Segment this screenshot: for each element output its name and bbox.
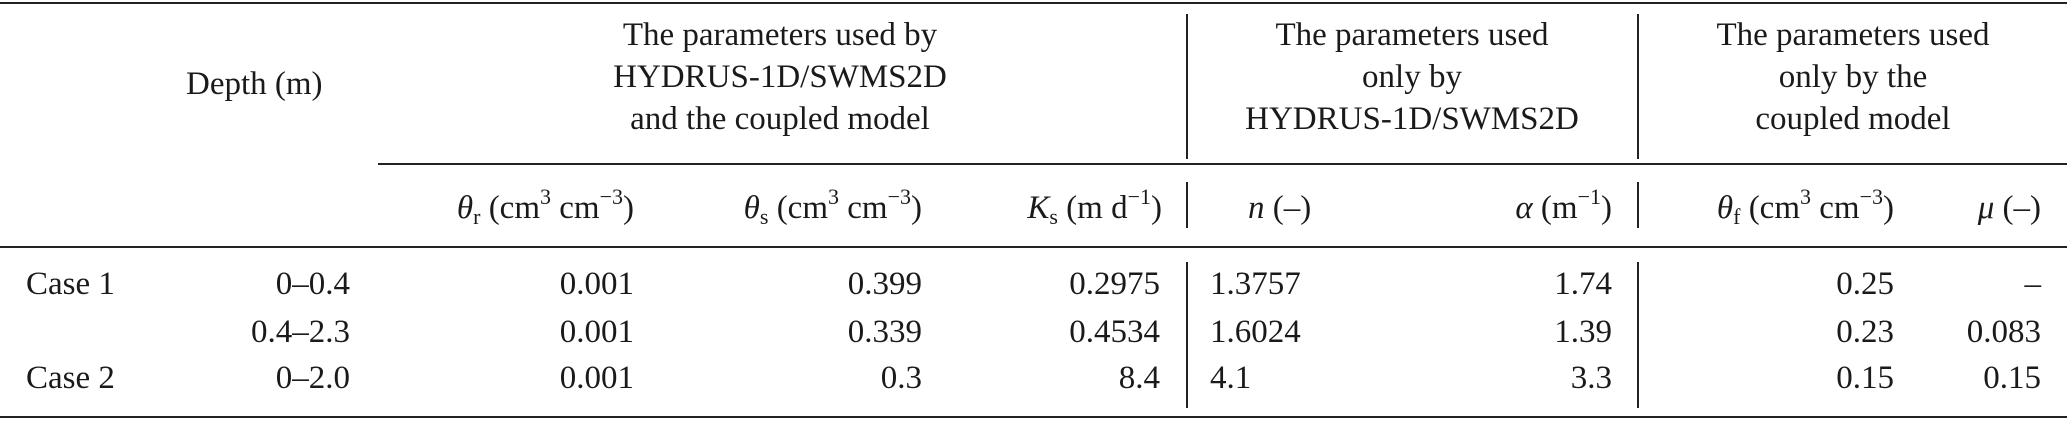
ks-cell: 0.4534 [1069, 314, 1160, 350]
group-header-line: The parameters used [1716, 17, 1990, 53]
bottom-rule [0, 416, 2067, 418]
mu-cell: 0.083 [1966, 314, 2041, 350]
alpha-cell: 1.74 [1554, 266, 1612, 302]
column-separator [1637, 182, 1639, 228]
group-header-line: and the coupled model [630, 101, 930, 137]
theta-r-cell: 0.001 [559, 360, 634, 396]
theta-s-cell: 0.399 [847, 266, 922, 302]
group-separator [1186, 14, 1188, 159]
depth-cell: 0–0.4 [275, 266, 350, 302]
col-header-n: n (–) [1248, 190, 1312, 226]
group-header-shared: The parameters used by HYDRUS-1D/SWMS2D … [380, 14, 1180, 140]
depth-header: Depth (m) [186, 66, 323, 102]
header-rule [0, 246, 2067, 248]
case-label: Case 1 [26, 266, 115, 302]
depth-cell: 0.4–2.3 [251, 314, 350, 350]
ks-cell: 0.2975 [1069, 266, 1160, 302]
group-header-line: coupled model [1755, 101, 1951, 137]
theta-f-cell: 0.23 [1836, 314, 1894, 350]
group-header-line: The parameters used [1275, 17, 1549, 53]
group-header-line: only by [1362, 59, 1462, 95]
n-cell: 1.6024 [1210, 314, 1301, 350]
col-header-theta-f: θf (cm3 cm−3) [1716, 184, 1894, 229]
alpha-cell: 1.39 [1554, 314, 1612, 350]
mu-cell: 0.15 [1983, 360, 2041, 396]
col-header-theta-s: θs (cm3 cm−3) [743, 184, 922, 229]
column-separator [1186, 182, 1188, 228]
depth-cell: 0–2.0 [275, 360, 350, 396]
n-cell: 1.3757 [1210, 266, 1301, 302]
group-header-coupled: The parameters used only by the coupled … [1643, 14, 2063, 140]
group-header-hydrus: The parameters used only by HYDRUS-1D/SW… [1192, 14, 1632, 140]
group-header-line: HYDRUS-1D/SWMS2D [613, 59, 947, 95]
theta-s-cell: 0.3 [880, 360, 922, 396]
group-header-line: only by the [1778, 59, 1928, 95]
case-label: Case 2 [26, 360, 115, 396]
group-header-line: The parameters used by [622, 17, 938, 53]
col-header-theta-r: θr (cm3 cm−3) [456, 184, 634, 229]
group-separator [1637, 14, 1639, 159]
col-header-ks: Ks (m d−1) [1027, 184, 1162, 229]
column-separator [1637, 262, 1639, 408]
col-header-alpha: α (m−1) [1515, 184, 1612, 227]
ks-cell: 8.4 [1118, 360, 1160, 396]
theta-f-cell: 0.15 [1836, 360, 1894, 396]
n-cell: 4.1 [1210, 360, 1252, 396]
group-header-line: HYDRUS-1D/SWMS2D [1245, 101, 1579, 137]
column-separator [1186, 262, 1188, 408]
subheader-rule [378, 163, 2067, 165]
col-header-mu: μ (–) [1977, 190, 2041, 226]
theta-s-cell: 0.339 [847, 314, 922, 350]
theta-r-cell: 0.001 [559, 314, 634, 350]
mu-cell: – [2024, 266, 2042, 302]
theta-r-cell: 0.001 [559, 266, 634, 302]
top-rule [0, 2, 2067, 4]
alpha-cell: 3.3 [1570, 360, 1612, 396]
theta-f-cell: 0.25 [1836, 266, 1894, 302]
